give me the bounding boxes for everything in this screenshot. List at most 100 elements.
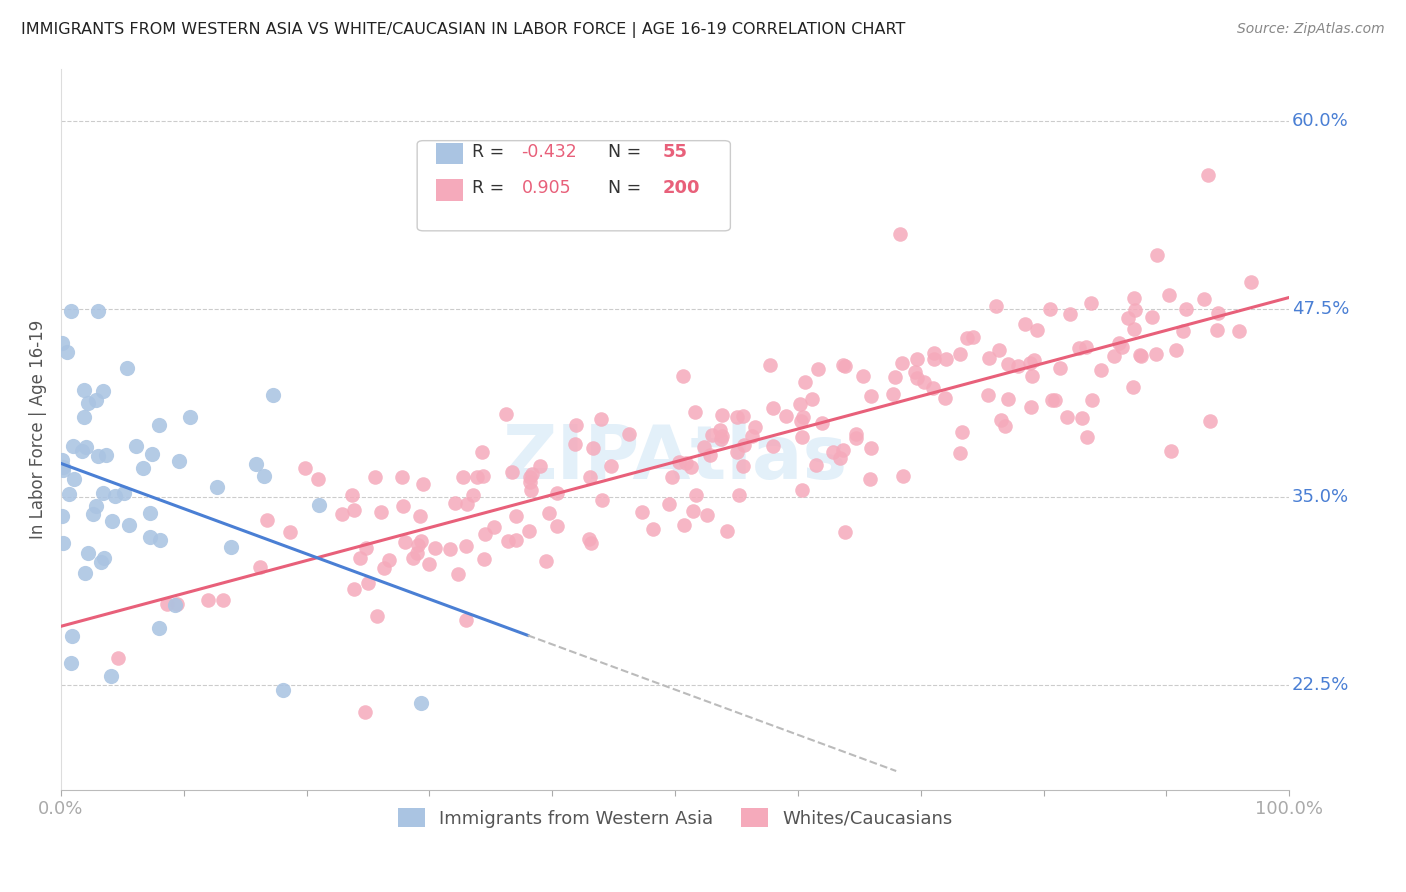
Point <box>733 409 755 423</box>
Point <box>579 470 602 484</box>
Point <box>716 524 738 538</box>
Point <box>91 384 114 398</box>
Point <box>668 454 690 468</box>
Point <box>1022 353 1045 368</box>
Point <box>349 550 371 565</box>
Point <box>789 397 811 411</box>
Point <box>762 439 785 453</box>
Point <box>364 469 387 483</box>
Point <box>70 444 93 458</box>
Point <box>72 384 94 398</box>
Point <box>519 469 541 483</box>
Point <box>179 410 201 425</box>
Point <box>139 506 162 520</box>
Point <box>641 522 664 536</box>
Point <box>62 439 84 453</box>
Point <box>1104 349 1126 363</box>
Text: Source: ZipAtlas.com: Source: ZipAtlas.com <box>1237 22 1385 37</box>
Point <box>256 513 278 527</box>
Point <box>1070 410 1092 425</box>
Point <box>394 535 416 549</box>
Point <box>471 468 494 483</box>
Point <box>378 552 401 566</box>
Point <box>845 426 868 441</box>
Point <box>997 357 1019 371</box>
Point <box>52 462 75 476</box>
Point <box>600 458 623 473</box>
Point <box>408 509 430 524</box>
Point <box>156 597 179 611</box>
Text: N =: N = <box>607 179 647 197</box>
Point <box>1076 429 1098 443</box>
Point <box>828 450 851 465</box>
Point <box>356 541 378 556</box>
Point <box>1019 400 1042 414</box>
Text: IMMIGRANTS FROM WESTERN ASIA VS WHITE/CAUCASIAN IN LABOR FORCE | AGE 16-19 CORRE: IMMIGRANTS FROM WESTERN ASIA VS WHITE/CA… <box>21 22 905 38</box>
FancyBboxPatch shape <box>418 141 730 231</box>
Point <box>471 445 494 459</box>
Point <box>904 365 927 379</box>
Point <box>219 540 242 554</box>
Point <box>93 551 115 566</box>
Point <box>1014 317 1036 331</box>
Point <box>905 351 928 366</box>
Point <box>73 410 96 425</box>
Point <box>725 444 748 458</box>
Point <box>589 412 612 426</box>
Point <box>1144 347 1167 361</box>
Point <box>271 683 294 698</box>
Y-axis label: In Labor Force | Age 16-19: In Labor Force | Age 16-19 <box>30 319 46 539</box>
Point <box>520 483 543 497</box>
Text: -0.432: -0.432 <box>522 143 578 161</box>
Point <box>391 470 413 484</box>
Point <box>741 429 763 443</box>
Text: 60.0%: 60.0% <box>1292 112 1348 130</box>
Point <box>1040 393 1063 408</box>
Point <box>775 409 797 423</box>
Point <box>696 508 718 522</box>
Point <box>682 504 704 518</box>
Point <box>1171 324 1194 338</box>
Point <box>354 706 377 720</box>
Point <box>731 459 754 474</box>
Point <box>148 622 170 636</box>
Point <box>834 359 856 374</box>
Point <box>139 530 162 544</box>
Point <box>197 593 219 607</box>
Point <box>924 346 946 360</box>
Point <box>711 408 734 422</box>
Point <box>307 472 329 486</box>
Point <box>454 540 477 554</box>
Point <box>977 388 1000 402</box>
Point <box>699 448 721 462</box>
Point <box>762 401 785 416</box>
Point <box>675 456 697 470</box>
Text: 47.5%: 47.5% <box>1292 300 1350 318</box>
Point <box>205 480 228 494</box>
Point <box>661 470 683 484</box>
Text: 200: 200 <box>662 179 700 197</box>
Point <box>658 497 681 511</box>
Point <box>370 505 392 519</box>
Point <box>456 497 478 511</box>
Point <box>949 347 972 361</box>
Point <box>679 459 702 474</box>
Point <box>51 336 73 351</box>
Point <box>75 440 97 454</box>
Point <box>453 470 475 484</box>
Point <box>73 566 96 580</box>
Point <box>402 550 425 565</box>
FancyBboxPatch shape <box>436 143 463 164</box>
Point <box>496 534 519 549</box>
Point <box>58 487 80 501</box>
Point <box>86 450 108 464</box>
Point <box>986 299 1008 313</box>
Point <box>790 414 813 428</box>
Point <box>91 485 114 500</box>
Point <box>253 469 276 483</box>
Point <box>1206 306 1229 320</box>
Point <box>59 304 82 318</box>
Point <box>859 472 882 486</box>
Point <box>997 392 1019 406</box>
Point <box>77 546 100 560</box>
